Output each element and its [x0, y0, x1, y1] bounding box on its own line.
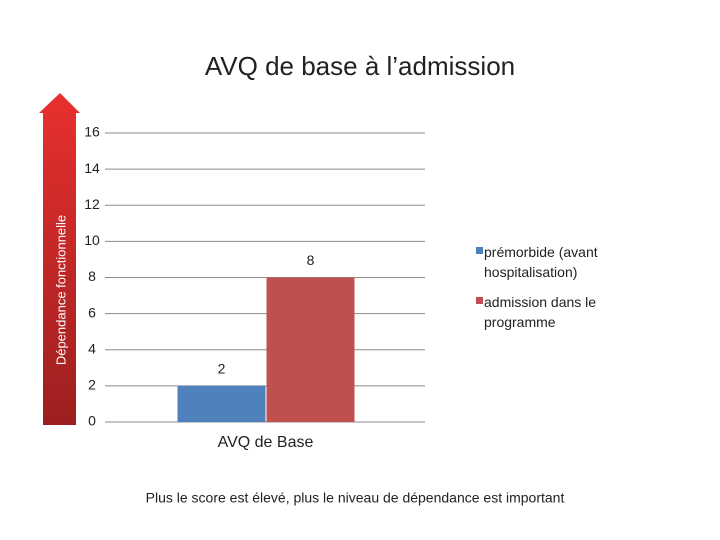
bar	[266, 277, 355, 422]
dependence-arrow	[39, 93, 80, 425]
y-tick-label: 8	[88, 268, 96, 284]
legend-item: prémorbide (avant hospitalisation)	[476, 242, 636, 282]
data-label: 8	[307, 252, 315, 268]
note: Plus le score est élevé, plus le niveau …	[146, 490, 565, 506]
bar	[177, 385, 266, 422]
chart-title: AVQ de base à l’admission	[205, 51, 515, 81]
y-tick-label: 4	[88, 340, 96, 356]
data-label: 2	[218, 361, 226, 377]
legend-label: prémorbide (avant hospitalisation)	[484, 244, 598, 280]
y-tick-label: 14	[84, 160, 100, 176]
y-tick-label: 10	[84, 232, 100, 248]
legend-label: admission dans le programme	[484, 294, 597, 330]
legend-item: admission dans le programme	[476, 292, 636, 332]
y-tick-label: 12	[84, 196, 100, 212]
x-tick-label: AVQ de Base	[218, 434, 314, 451]
y-tick-label: 0	[88, 413, 96, 429]
y-tick-label: 2	[88, 377, 96, 393]
y-tick-label: 6	[88, 304, 96, 320]
y-tick-label: 16	[84, 124, 100, 140]
legend-swatch	[476, 247, 483, 254]
y-axis-label: Dépendance fonctionnelle	[53, 215, 68, 365]
legend-swatch	[476, 297, 483, 304]
